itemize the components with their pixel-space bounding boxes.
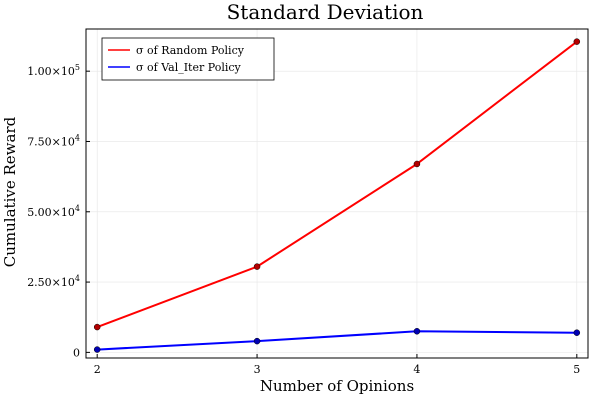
series-line xyxy=(96,40,578,329)
data-point xyxy=(413,160,421,168)
y-tick-label: 5.00×104 xyxy=(27,204,80,219)
data-point xyxy=(93,323,101,331)
series-line xyxy=(97,330,577,351)
y-tick-label: 0 xyxy=(73,346,80,359)
legend-label: σ of Val_Iter Policy xyxy=(136,61,242,74)
y-tick-exponent: 4 xyxy=(75,204,80,213)
legend: σ of Random Policy σ of Val_Iter Policy xyxy=(101,37,275,81)
y-axis-label: Cumulative Reward xyxy=(1,116,19,267)
y-tick-mantissa: 7.50×10 xyxy=(27,135,75,148)
chart-title: Standard Deviation xyxy=(227,0,424,24)
grid-lines xyxy=(86,29,588,358)
data-point xyxy=(253,263,261,270)
y-tick-mantissa: 5.00×10 xyxy=(27,206,75,219)
data-point xyxy=(573,329,581,336)
data-point xyxy=(253,337,261,345)
series-0 xyxy=(93,38,581,331)
data-point xyxy=(93,346,101,353)
y-tick-mantissa: 0 xyxy=(73,346,80,359)
legend-box xyxy=(101,37,275,81)
y-tick-label: 2.50×104 xyxy=(27,274,80,289)
y-tick-label: 1.00×105 xyxy=(27,63,80,78)
x-axis-ticks: 2 3 4 5 xyxy=(94,354,580,376)
y-tick-mantissa: 2.50×10 xyxy=(27,276,75,289)
data-point xyxy=(573,38,581,45)
x-tick-label: 5 xyxy=(573,363,580,376)
y-tick-exponent: 4 xyxy=(75,274,80,283)
data-point xyxy=(413,328,421,335)
y-tick-exponent: 4 xyxy=(75,133,80,142)
y-tick-exponent: 5 xyxy=(75,63,80,72)
y-tick-label: 7.50×104 xyxy=(27,133,80,148)
x-axis-label: Number of Opinions xyxy=(260,377,414,395)
plot-frame xyxy=(85,28,589,359)
x-tick-label: 4 xyxy=(413,363,420,376)
y-tick-mantissa: 1.00×10 xyxy=(27,65,75,78)
series-1 xyxy=(93,328,581,353)
x-tick-label: 3 xyxy=(254,363,261,376)
series-layer xyxy=(93,38,581,353)
legend-label: σ of Random Policy xyxy=(136,44,245,57)
x-tick-label: 2 xyxy=(94,363,101,376)
